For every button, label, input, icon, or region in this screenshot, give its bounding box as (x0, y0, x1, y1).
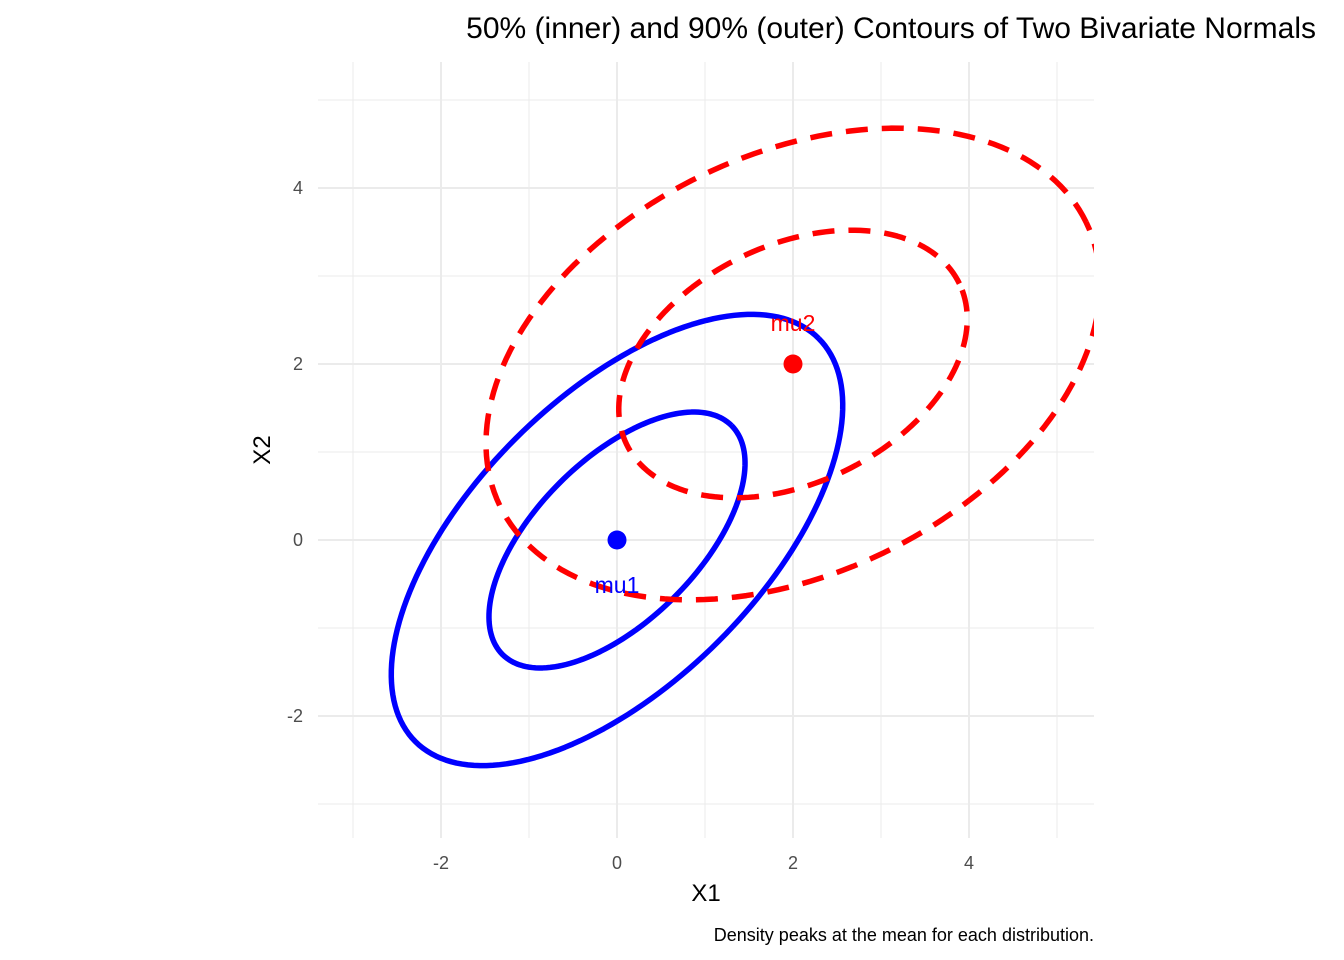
x-axis-title: X1 (691, 880, 720, 907)
mean-point-mu1 (607, 530, 627, 550)
x-tick-label: 2 (788, 853, 798, 873)
y-tick-label: -2 (287, 706, 303, 726)
x-tick-label: 0 (612, 853, 622, 873)
tick-labels: -2 0 2 4 -2 0 2 4 (287, 178, 974, 873)
chart-caption: Density peaks at the mean for each distr… (714, 925, 1094, 945)
x-tick-label: -2 (433, 853, 449, 873)
mean-points: mu1 mu2 (595, 310, 816, 598)
contour-mu2-outer (483, 125, 1094, 603)
contour-mu2-inner (616, 227, 970, 501)
grid (318, 62, 1094, 838)
y-tick-label: 0 (293, 530, 303, 550)
mean-label-mu2: mu2 (771, 310, 816, 336)
mean-point-mu2 (783, 354, 803, 374)
y-tick-label: 2 (293, 354, 303, 374)
contour-lines (388, 125, 1094, 769)
chart-title: 50% (inner) and 90% (outer) Contours of … (466, 12, 1316, 45)
x-tick-label: 4 (964, 853, 974, 873)
mean-label-mu1: mu1 (595, 572, 640, 598)
y-tick-label: 4 (293, 178, 303, 198)
contour-mu1-outer (388, 311, 846, 769)
y-axis-title: X2 (249, 435, 276, 464)
